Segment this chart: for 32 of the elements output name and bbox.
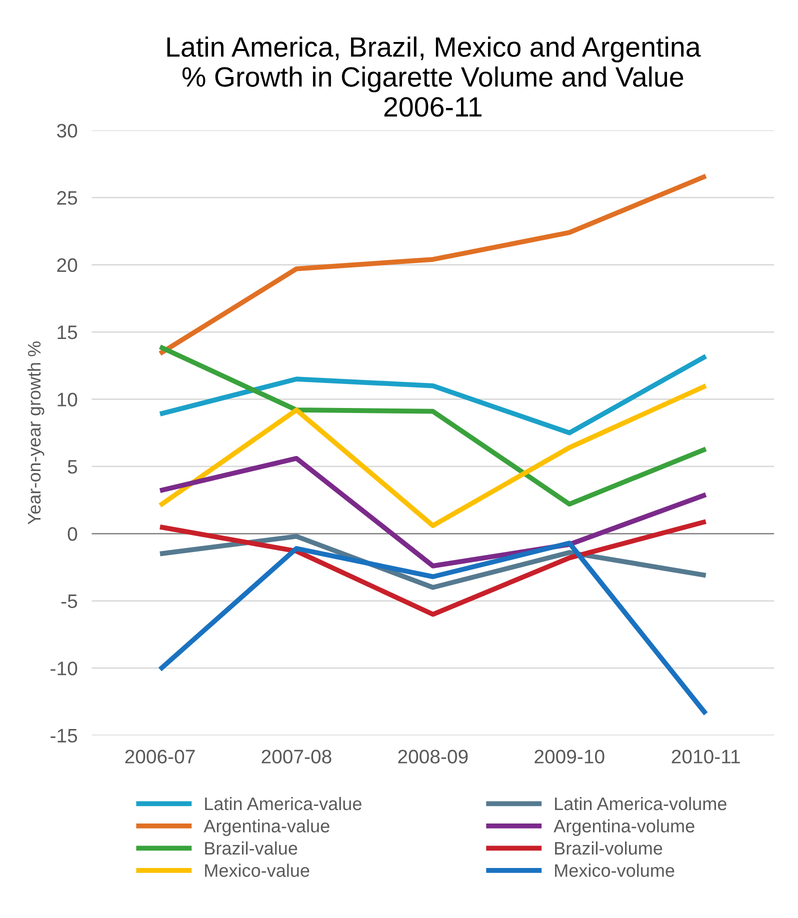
- y-tick-label: 20: [57, 258, 78, 272]
- line-series: [158, 540, 708, 716]
- line-series: [158, 383, 708, 528]
- y-tick-label: 25: [57, 191, 78, 205]
- y-tick-label: -5: [61, 594, 78, 608]
- x-tick-label: 2007-08: [262, 750, 332, 764]
- line-series: [158, 174, 708, 356]
- x-tick-label: 2009-10: [534, 750, 604, 764]
- legend-label: Brazil-value: [205, 841, 298, 855]
- line-series: [158, 456, 708, 568]
- y-tick-label: 10: [58, 392, 78, 406]
- y-tick-label: 0: [68, 527, 78, 541]
- chart-title: Latin America, Brazil, Mexico and Argentina % Growth in Cigarette Volume and Value 2006-11: [167, 36, 701, 117]
- legend-label: Argentina-value: [204, 819, 330, 836]
- line-series: [158, 344, 708, 507]
- y-tick-label: 30: [56, 124, 78, 138]
- legend-label: Brazil-volume: [555, 841, 662, 855]
- legend-label: Argentina-volume: [554, 819, 694, 836]
- y-tick-label: -10: [50, 662, 78, 676]
- x-tick-label: 2006-07: [125, 750, 195, 764]
- line-series: [158, 354, 708, 436]
- x-tick-label: 2008-09: [398, 750, 468, 764]
- legend-label: Latin America-value: [205, 796, 362, 810]
- x-tick-label: 2010-11: [672, 750, 740, 764]
- y-tick-label: -15: [50, 728, 78, 743]
- legend-label: Latin America-volume: [555, 796, 726, 810]
- legend-label: Mexico-value: [205, 864, 310, 877]
- legend-label: Mexico-volume: [555, 864, 674, 877]
- y-tick-label: 5: [68, 460, 78, 474]
- y-tick-label: 15: [58, 326, 78, 340]
- line-series: [158, 519, 708, 617]
- y-axis-title: Year-on-year growth %: [27, 341, 44, 524]
